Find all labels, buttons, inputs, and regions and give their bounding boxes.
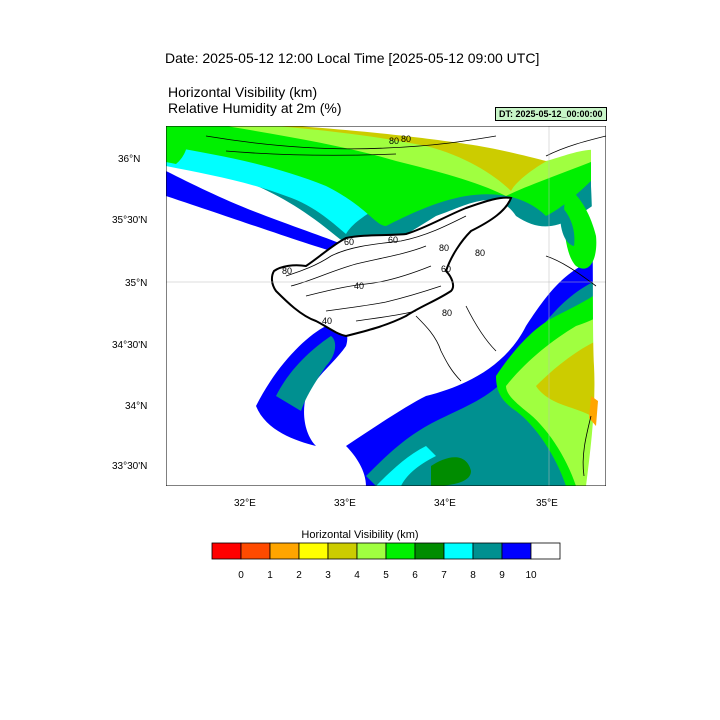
- colorbar-swatch: [356, 542, 387, 560]
- band-teal-levant: [560, 206, 575, 246]
- colorbar-swatch: [298, 542, 329, 560]
- contour-lines: [205, 135, 606, 477]
- colorbar-swatch: [269, 542, 300, 560]
- band-orange-levant: [589, 396, 598, 426]
- cyprus-landmass: [270, 196, 513, 338]
- lat-label: 34°30'N: [112, 340, 148, 351]
- map-canvas: 80 60 60 80 80 40 80 60 40 80 80: [165, 125, 607, 487]
- lon-label: 34°E: [434, 498, 456, 509]
- lat-label: 34°N: [125, 401, 148, 412]
- lat-label: 35°N: [125, 278, 148, 289]
- colorbar-tick-label: 8: [470, 570, 476, 581]
- colorbar-tick-label: 7: [441, 570, 447, 581]
- lat-label: 35°30'N: [112, 215, 148, 226]
- contour-label: 40: [354, 281, 364, 291]
- colorbar-ticks: 0 1 2 3 4 5 6 7 8 9 10: [238, 570, 537, 581]
- contour-label: 80: [439, 243, 449, 253]
- colorbar-swatch: [443, 542, 474, 560]
- colorbar-swatch: [414, 542, 445, 560]
- contour-label: 80: [442, 308, 452, 318]
- band-white-north: [296, 126, 606, 161]
- colorbar-swatch: [240, 542, 271, 560]
- lon-label: 35°E: [536, 498, 558, 509]
- band-green-south: [431, 457, 471, 486]
- band-cyan-south: [376, 446, 436, 486]
- colorbar: 0 1 2 3 4 5 6 7 8 9 10: [211, 542, 561, 581]
- contour-label: 60: [388, 235, 398, 245]
- colorbar-tick-label: 0: [238, 570, 244, 581]
- contour-label-group: 80 60 60 80 80 40 80 60 40 80 80: [282, 134, 485, 326]
- visibility-title: Horizontal Visibility (km): [168, 84, 318, 100]
- colorbar-title: Horizontal Visibility (km): [301, 529, 419, 541]
- contour-label: 60: [344, 237, 354, 247]
- land-levant: [586, 126, 606, 486]
- colorbar-tick-label: 3: [325, 570, 331, 581]
- colorbar-swatch: [501, 542, 532, 560]
- colorbar-tick-label: 10: [525, 570, 537, 581]
- contour-label: 80: [282, 266, 292, 276]
- band-green-levant: [564, 186, 597, 269]
- colorbar-swatch: [385, 542, 416, 560]
- colorbar-tick-label: 4: [354, 570, 360, 581]
- colorbar-swatch: [472, 542, 503, 560]
- map-panel: 80 60 60 80 80 40 80 60 40 80 80 36°N 35…: [112, 125, 607, 509]
- colorbar-swatch: [327, 542, 358, 560]
- dt-badge: DT: 2025-05-12_00:00:00: [495, 107, 607, 121]
- humidity-title: Relative Humidity at 2m (%): [168, 100, 342, 116]
- colorbar-tick-label: 6: [412, 570, 418, 581]
- lat-label: 33°30'N: [112, 461, 148, 472]
- lat-label: 36°N: [118, 154, 141, 165]
- band-olive-east: [536, 336, 606, 426]
- lon-label: 33°E: [334, 498, 356, 509]
- lon-label: 32°E: [234, 498, 256, 509]
- contour-label: 80: [401, 134, 411, 144]
- contour-label: 80: [475, 248, 485, 258]
- band-teal-west: [276, 336, 336, 411]
- colorbar-tick-label: 9: [499, 570, 505, 581]
- colorbar-tick-label: 5: [383, 570, 389, 581]
- colorbar-tick-label: 2: [296, 570, 302, 581]
- colorbar-swatch: [530, 542, 561, 560]
- colorbar-swatch: [211, 542, 242, 560]
- colorbar-swatches: [211, 542, 561, 560]
- contour-label: 60: [441, 264, 451, 274]
- colorbar-tick-label: 1: [267, 570, 273, 581]
- contour-label: 80: [389, 136, 399, 146]
- date-title: Date: 2025-05-12 12:00 Local Time [2025-…: [165, 50, 540, 66]
- contour-label: 40: [322, 316, 332, 326]
- band-green-nw: [166, 126, 188, 164]
- band-blue-ne: [166, 171, 346, 254]
- graticule: [166, 126, 606, 486]
